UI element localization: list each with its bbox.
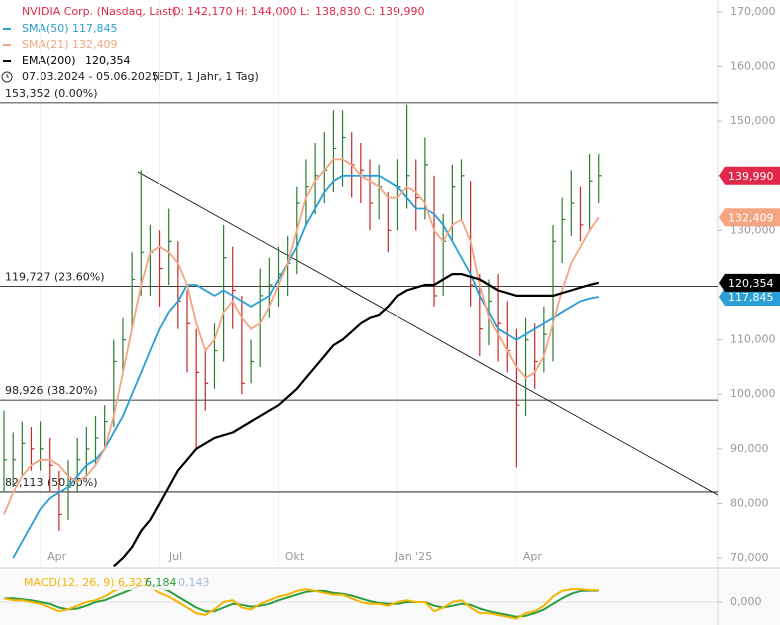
macd-label-bg — [0, 575, 210, 590]
macd-value: 6,327 — [118, 576, 150, 589]
legend-label: SMA(50) — [22, 22, 69, 35]
legend-label: EMA(200) — [22, 54, 76, 67]
y-tick-label: 170,000 — [730, 5, 776, 18]
x-tick-label: Okt — [285, 550, 305, 563]
macd-line — [3, 582, 599, 620]
y-tick-label: 130,000 — [730, 223, 776, 236]
value-tag — [719, 273, 780, 292]
title: NVIDIA Corp. (Nasdaq, Last) — [22, 5, 177, 18]
ohlc-name: O: — [172, 5, 184, 18]
value-tag-text: 132,409 — [728, 211, 774, 224]
legend-value: 120,354 — [85, 54, 131, 67]
x-tick-label: Jan '25 — [394, 550, 432, 563]
clock-icon — [6, 74, 9, 78]
clock-icon — [1, 71, 13, 83]
x-tick-label: Apr — [47, 550, 67, 563]
level-label: 98,926 (38.20%) — [5, 384, 98, 397]
series-line — [12, 174, 599, 559]
value-tag-text: 120,354 — [728, 277, 774, 290]
y-tick-label: 160,000 — [730, 60, 776, 73]
ohlc-value: 138,830 — [315, 5, 361, 18]
legend-value: 132,409 — [72, 38, 118, 51]
y-tick-label: 70,000 — [730, 551, 769, 564]
ohlc-name: C: — [364, 5, 375, 18]
ohlc-value: 139,990 — [379, 5, 425, 18]
value-tag — [719, 208, 780, 227]
level-label: 119,727 (23.60%) — [5, 270, 105, 283]
value-tag-text: 117,845 — [728, 291, 774, 304]
value-tag — [719, 288, 780, 307]
trend-line — [137, 171, 719, 496]
signal-line — [4, 584, 599, 618]
y-tick-label: 150,000 — [730, 114, 776, 127]
series-line — [113, 273, 600, 568]
ohlc-name: L: — [300, 5, 310, 18]
legend-label: SMA(21) — [22, 38, 69, 51]
series-line — [3, 158, 600, 515]
y-tick-label: 110,000 — [730, 333, 776, 346]
x-tick-label: Apr — [523, 550, 543, 563]
ohlc-value: 144,000 — [251, 5, 297, 18]
y-tick-label: 90,000 — [730, 442, 769, 455]
macd-name: MACD(12, 26, 9) — [24, 576, 115, 589]
price-tag — [719, 166, 780, 185]
x-tick-label: Jul — [168, 550, 182, 563]
y-tick-label: 100,000 — [730, 387, 776, 400]
signal-value: 6,184 — [145, 576, 177, 589]
period-note: (EDT, 1 Jahr, 1 Tag) — [153, 70, 259, 83]
ohlc-value: 142,170 — [187, 5, 233, 18]
y-tick-label: 80,000 — [730, 496, 769, 509]
price-tag-text: 139,990 — [728, 170, 774, 183]
y-tick-label: 0,000 — [730, 595, 762, 608]
level-label: 153,352 (0.00%) — [5, 87, 98, 100]
ohlc-name: H: — [236, 5, 248, 18]
hist-value: 0,143 — [178, 576, 210, 589]
legend: NVIDIA Corp. (Nasdaq, Last) 07.03.2024 -… — [1, 5, 425, 83]
period: 07.03.2024 - 05.06.2025 — [22, 70, 159, 83]
legend-value: 117,845 — [72, 22, 118, 35]
